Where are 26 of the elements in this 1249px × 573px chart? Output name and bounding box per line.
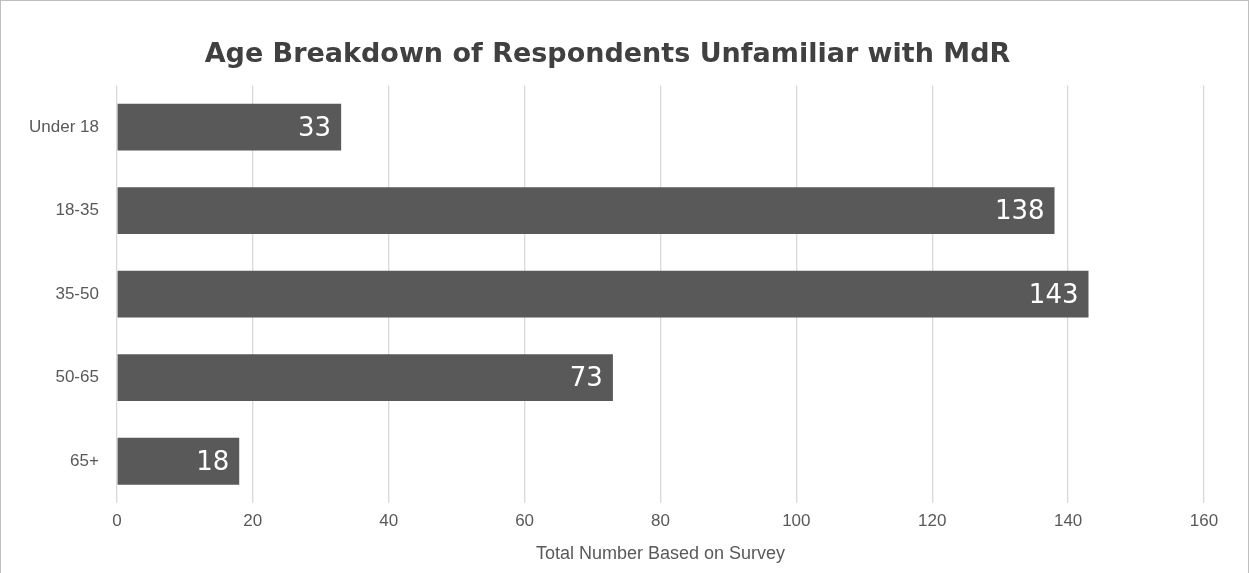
x-tick-label: 20 [243,510,263,530]
data-label: 138 [994,195,1045,226]
data-label: 33 [298,111,332,142]
x-tick-label: 0 [112,510,122,530]
bar [117,437,240,485]
x-tick-label: 140 [1053,510,1083,530]
x-tick-label: 40 [379,510,399,530]
y-tick-label: 65+ [70,450,99,470]
y-tick-label: 18-35 [55,200,99,220]
data-label: 18 [196,445,230,476]
bar [117,103,342,151]
y-tick-label: Under 18 [29,116,99,136]
bar [117,187,1055,235]
y-tick-label: 50-65 [55,367,99,387]
bar [117,354,613,402]
x-tick-label: 120 [918,510,947,530]
x-tick-label: 160 [1189,510,1219,530]
x-tick-label: 100 [782,510,811,530]
x-axis-title: Total Number Based on Survey [535,543,786,564]
y-tick-label: 35-50 [55,283,99,303]
bar [117,270,1089,318]
x-tick-label: 60 [515,510,535,530]
data-label: 143 [1028,278,1079,309]
chart-title: Age Breakdown of Respondents Unfamiliar with MdR [204,37,1011,69]
data-label: 73 [569,362,603,393]
x-tick-label: 80 [651,510,670,530]
